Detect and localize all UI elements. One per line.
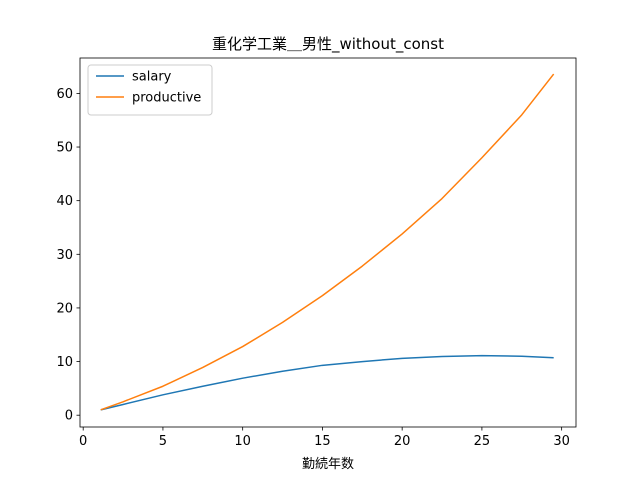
plot-area: 0 5 10 15 20 25 30 0 10 20 30 40 50 60 [56,57,577,449]
x-axis-label: 勤続年数 [302,457,354,472]
axes-frame [79,57,577,428]
x-tick-label: 25 [474,434,491,449]
legend: salary productive [87,64,213,116]
y-tick-label: 0 [65,409,73,424]
legend-label-productive: productive [132,91,201,106]
legend-box [87,64,213,116]
chart-title: 重化学工業＿男性_without_const [212,35,444,54]
y-tick-label: 10 [56,355,73,370]
legend-label-salary: salary [132,70,172,85]
x-tick-label: 20 [394,434,411,449]
x-tick-label: 30 [553,434,570,449]
y-tick-label: 50 [56,141,73,156]
y-tick-label: 40 [56,194,73,209]
x-tick-label: 10 [234,434,251,449]
x-tick-label: 5 [159,434,167,449]
y-tick-label: 30 [56,248,73,263]
x-tick-label: 0 [79,434,87,449]
y-tick-label: 60 [56,87,73,102]
x-tick-label: 15 [314,434,331,449]
y-tick-label: 20 [56,301,73,316]
series-line-salary [100,354,554,411]
series-line-productive [100,73,555,411]
